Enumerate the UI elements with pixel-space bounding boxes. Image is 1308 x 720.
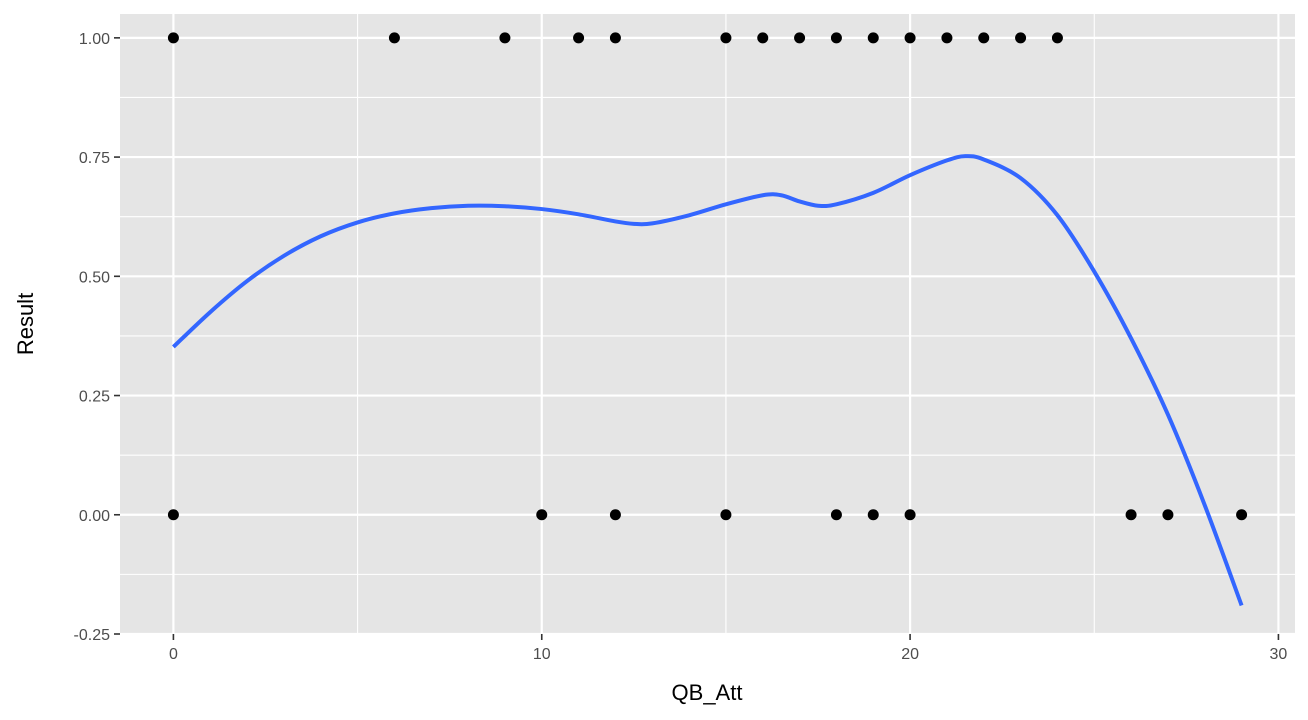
x-tick-label: 30 [1270, 646, 1288, 663]
data-point [1162, 509, 1174, 521]
data-point [720, 32, 732, 44]
data-point [830, 32, 842, 44]
data-points [167, 32, 1248, 521]
data-point [978, 32, 990, 44]
data-point [609, 509, 621, 521]
y-tick-label: 0.75 [79, 150, 110, 167]
y-tick-label: 0.00 [79, 508, 110, 525]
minor-gridlines [120, 14, 1295, 634]
data-point [609, 32, 621, 44]
data-point [757, 32, 769, 44]
data-point [1015, 32, 1027, 44]
data-point [573, 32, 585, 44]
data-point [388, 32, 400, 44]
data-point [904, 32, 916, 44]
major-gridlines [120, 14, 1295, 636]
y-tick-label: 1.00 [79, 31, 110, 48]
data-point [167, 509, 179, 521]
data-point [830, 509, 842, 521]
plot-panel [120, 14, 1295, 634]
y-tick-label: -0.25 [74, 627, 111, 644]
data-point [536, 509, 548, 521]
x-tick-label: 10 [533, 646, 551, 663]
x-tick-label: 20 [901, 646, 919, 663]
y-axis-title: Result [13, 293, 38, 355]
smooth-line [172, 154, 1244, 607]
y-tick-label: 0.50 [79, 269, 110, 286]
smooth-curve [172, 154, 1244, 607]
data-point [1125, 509, 1137, 521]
data-point [941, 32, 953, 44]
x-axis-title: QB_Att [672, 680, 743, 705]
data-point [720, 509, 732, 521]
data-point [1051, 32, 1063, 44]
data-point [794, 32, 806, 44]
x-axis: 0 10 20 30 [169, 634, 1287, 663]
x-tick-label: 0 [169, 646, 178, 663]
data-point [499, 32, 511, 44]
data-point [167, 32, 179, 44]
data-point [904, 509, 916, 521]
y-axis: -0.25 0.00 0.25 0.50 0.75 1.00 [74, 31, 120, 644]
data-point [1236, 509, 1248, 521]
y-tick-label: 0.25 [79, 389, 110, 406]
data-point [867, 509, 879, 521]
data-point [867, 32, 879, 44]
